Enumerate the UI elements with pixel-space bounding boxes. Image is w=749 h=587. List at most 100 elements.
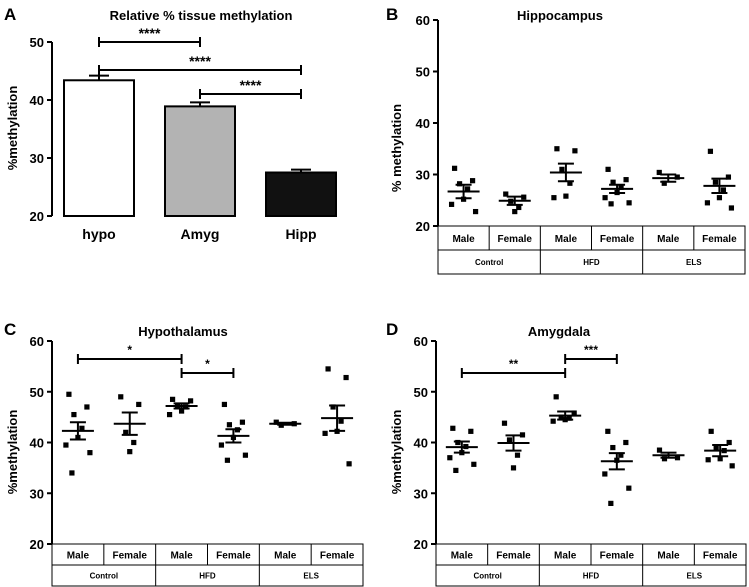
bar: [164, 105, 236, 217]
data-point: [123, 429, 129, 435]
data-point: [566, 415, 572, 421]
data-point: [550, 418, 556, 424]
y-tick-label: 60: [414, 334, 428, 349]
panel-label-b: B: [386, 5, 398, 24]
data-point: [79, 425, 85, 431]
data-point: [521, 194, 527, 200]
data-point: [187, 398, 194, 404]
y-axis-label: %methylation: [5, 86, 20, 171]
data-point: [728, 205, 735, 211]
x-tick-label: Male: [554, 551, 577, 562]
data-point: [346, 461, 352, 467]
data-point: [224, 457, 231, 463]
data-point: [712, 179, 719, 185]
x-tick-label: Male: [67, 551, 90, 562]
x-tick-label: Male: [451, 551, 474, 562]
data-point: [468, 428, 474, 434]
y-tick-label: 50: [414, 385, 428, 400]
data-point: [330, 404, 336, 410]
data-point: [273, 419, 279, 425]
data-point: [456, 181, 463, 187]
y-axis-label: %methylation: [389, 410, 404, 495]
x-tick-label: hypo: [82, 226, 115, 242]
data-point: [602, 471, 608, 477]
data-point: [674, 174, 680, 180]
data-point: [626, 485, 632, 491]
significance-label: ***: [584, 343, 598, 357]
data-point: [571, 410, 577, 416]
data-point: [512, 208, 518, 215]
data-point: [720, 187, 727, 193]
group-label: Control: [473, 572, 501, 581]
significance-label: *: [205, 357, 210, 371]
data-point: [623, 439, 629, 446]
x-tick-label: Hipp: [285, 226, 316, 242]
chart-relative-methylation: Relative % tissue methylation %methylati…: [5, 8, 337, 242]
y-tick-label: 50: [30, 35, 44, 50]
data-point: [729, 463, 735, 469]
data-point: [553, 394, 559, 400]
data-point: [618, 184, 624, 190]
y-tick-label: 20: [414, 537, 428, 552]
x-tick-label: Female: [702, 234, 737, 245]
panel-label-d: D: [386, 320, 398, 339]
data-point: [451, 165, 458, 171]
x-tick-label: Female: [496, 551, 531, 562]
significance-label: ****: [189, 53, 211, 69]
data-point: [717, 456, 723, 462]
data-point: [71, 411, 77, 418]
data-point: [708, 428, 714, 434]
data-point: [453, 467, 459, 474]
x-tick-label: Female: [600, 551, 635, 562]
x-tick-label: Male: [452, 234, 475, 245]
group-label: ELS: [687, 572, 703, 581]
data-point: [716, 195, 723, 201]
x-tick-label: Male: [555, 234, 578, 245]
data-point: [563, 193, 569, 199]
data-point: [464, 186, 471, 192]
group-label: HFD: [583, 572, 600, 581]
data-point: [460, 196, 467, 202]
chart-hypothalamus: Hypothalamus %methylation 20 30 40 50 60 Male…: [5, 324, 364, 587]
data-point: [169, 396, 176, 402]
data-point: [472, 208, 479, 215]
data-point: [608, 500, 614, 506]
data-point: [674, 455, 681, 461]
x-tick-label: Amyg: [181, 226, 220, 242]
data-point: [469, 178, 476, 184]
data-point: [551, 195, 557, 201]
x-tick-label: Female: [498, 234, 533, 245]
y-tick-label: 50: [30, 385, 44, 400]
x-tick-label: Female: [216, 551, 251, 562]
y-tick-label: 20: [30, 209, 44, 224]
data-point: [450, 425, 456, 431]
data-point: [626, 200, 632, 206]
data-point: [605, 428, 611, 434]
x-tick-label: Male: [170, 551, 193, 562]
y-tick-label: 40: [414, 436, 428, 451]
data-point: [656, 447, 663, 453]
y-tick-label: 30: [414, 486, 428, 501]
data-point: [602, 195, 608, 201]
data-point: [661, 456, 668, 462]
data-point: [558, 414, 564, 420]
significance-label: **: [509, 357, 519, 371]
x-tick-label: Male: [274, 551, 297, 562]
group-label: ELS: [686, 258, 702, 267]
y-tick-label: 40: [416, 116, 430, 131]
data-point: [608, 201, 614, 207]
data-point: [69, 470, 75, 476]
chart-hippocampus: Hippocampus % methylation 20 30 40 50 60 Male…: [389, 8, 746, 275]
data-point: [610, 444, 616, 451]
data-point: [506, 437, 513, 443]
significance-label: *: [127, 343, 132, 357]
y-tick-label: 60: [416, 13, 430, 28]
data-point: [618, 452, 624, 458]
data-point: [87, 450, 93, 456]
data-point: [325, 366, 331, 372]
data-point: [503, 191, 509, 197]
y-tick-label: 30: [416, 168, 430, 183]
data-point: [447, 455, 453, 461]
data-point: [510, 465, 517, 471]
y-axis-label: % methylation: [389, 104, 404, 192]
